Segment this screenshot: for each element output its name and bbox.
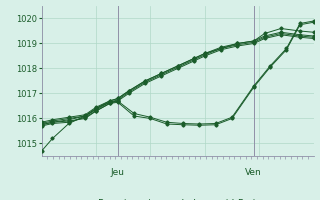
Text: Pression niveau de la mer( hPa ): Pression niveau de la mer( hPa ) [99, 198, 257, 200]
Text: Jeu: Jeu [111, 168, 125, 177]
Text: Ven: Ven [245, 168, 262, 177]
